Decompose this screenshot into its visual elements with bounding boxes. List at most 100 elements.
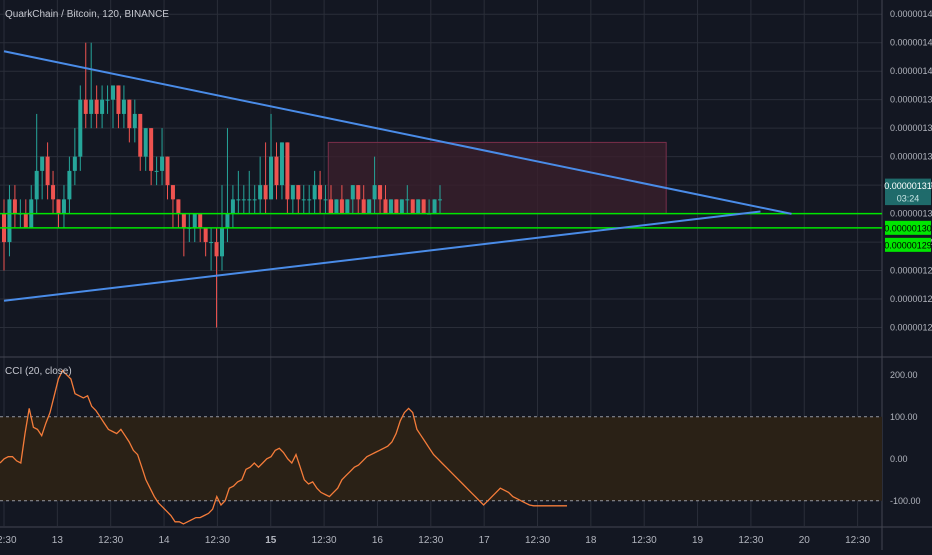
candle-body (181, 213, 186, 228)
price-badge (885, 178, 931, 193)
candle-body (416, 199, 421, 214)
candle-body (61, 199, 66, 214)
candle-body (116, 85, 121, 114)
candle-body (241, 199, 246, 201)
candle-body (307, 199, 312, 201)
candle-body (274, 156, 279, 186)
x-tick-label: 12:30 (418, 535, 443, 546)
candle-body (23, 213, 28, 228)
candle-body (214, 242, 219, 257)
candle-body (432, 199, 437, 214)
candle-body (132, 113, 137, 129)
candle-body (318, 185, 323, 200)
x-tick-label: 15 (265, 535, 277, 546)
x-tick-label: 12:30 (738, 535, 763, 546)
candle-body (12, 199, 17, 214)
candle-body (350, 185, 355, 200)
candle-body (247, 199, 252, 201)
candle-body (323, 199, 328, 201)
candle-body (111, 85, 115, 100)
price-badge-text: 0.00000130 (884, 223, 932, 233)
cci-tick-label: 100.00 (890, 412, 918, 422)
candle-body (192, 213, 197, 228)
candle-body (34, 170, 39, 200)
x-tick-label: 18 (585, 535, 597, 546)
price-badge (885, 237, 931, 252)
candle-body (269, 156, 274, 200)
lower-trendline (3, 210, 761, 302)
candle-body (438, 199, 442, 201)
candle-body (67, 170, 72, 200)
y-tick-label: 0.00000138 (890, 95, 932, 105)
x-tick-label: 12:30 (525, 535, 550, 546)
price-badge (885, 220, 931, 235)
y-tick-label: 0.00000136 (890, 123, 932, 133)
candle-body (209, 242, 214, 244)
candle-body (83, 99, 88, 114)
candle-body (388, 199, 393, 214)
candle-body (143, 128, 148, 157)
x-tick-label: 12:30 (632, 535, 657, 546)
x-tick-label: 13 (52, 535, 64, 546)
candle-body (252, 199, 257, 201)
candle-body (361, 199, 366, 214)
candle-body (279, 142, 284, 186)
x-tick-label: 16 (372, 535, 384, 546)
candle-body (154, 170, 159, 172)
y-tick-label: 0.00000130 (890, 209, 932, 219)
candle-body (383, 199, 388, 214)
upper-trendline (3, 50, 792, 215)
candle-body (301, 199, 306, 201)
candle-body (394, 199, 399, 214)
x-tick-label: 19 (692, 535, 704, 546)
x-tick-label: 14 (158, 535, 170, 546)
candle-body (89, 99, 94, 114)
price-badge-text: 0.00000131 (884, 181, 932, 191)
candle-body (56, 199, 61, 214)
price-badge (885, 191, 931, 206)
candle-body (198, 213, 203, 228)
x-tick-label: 12:30 (845, 535, 870, 546)
cci-tick-label: 200.00 (890, 370, 918, 380)
candle-body (127, 99, 132, 129)
x-tick-label: 17 (479, 535, 491, 546)
candle-body (378, 185, 383, 200)
cci-line (0, 369, 567, 525)
candle-body (94, 99, 99, 114)
y-tick-label: 0.00000142 (890, 38, 932, 48)
candle-body (312, 185, 317, 200)
candle-body (367, 199, 372, 214)
x-tick-label: 20 (799, 535, 811, 546)
candle-body (149, 128, 154, 171)
y-tick-label: 0.00000126 (890, 266, 932, 276)
y-tick-label: 0.00000124 (890, 294, 932, 304)
candle-body (165, 156, 170, 186)
candle-body (290, 185, 295, 200)
candle-body (263, 185, 268, 200)
candle-body (78, 99, 83, 157)
candle-body (258, 185, 263, 200)
candle-body (45, 156, 50, 186)
indicator-label: CCI (20, close) (5, 366, 72, 377)
candle-body (100, 99, 105, 114)
candle-body (7, 199, 12, 243)
candle-body (225, 213, 230, 228)
candle-body (236, 199, 241, 201)
candle-body (160, 156, 165, 171)
candle-body (421, 199, 426, 214)
x-tick-label: 12:30 (0, 535, 17, 546)
y-tick-label: 0.00000144 (890, 9, 932, 19)
candle-body (405, 199, 410, 201)
candle-body (220, 227, 224, 257)
symbol-label: QuarkChain / Bitcoin, 120, BINANCE (5, 9, 169, 20)
candle-body (334, 199, 339, 214)
candle-body (121, 99, 126, 114)
candle-body (72, 156, 77, 171)
price-badge-text: 03:24 (897, 194, 920, 204)
cci-band (0, 416, 882, 501)
candle-body (329, 199, 333, 214)
candle-body (176, 199, 181, 214)
